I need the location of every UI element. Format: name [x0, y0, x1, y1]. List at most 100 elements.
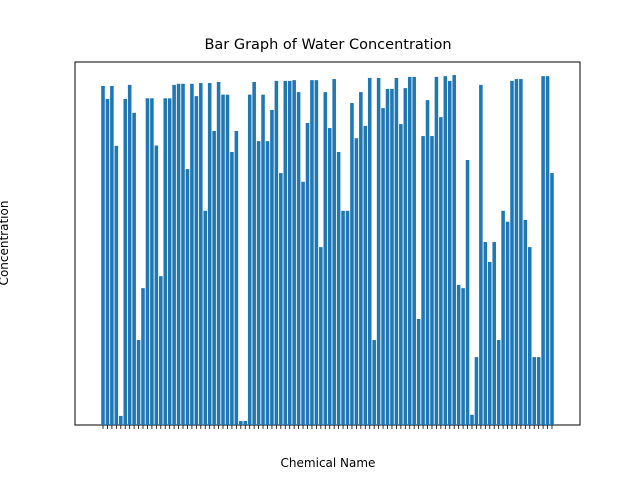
bar: [536, 357, 541, 425]
bar: [265, 141, 270, 425]
bar: [261, 94, 265, 426]
bar: [274, 80, 279, 425]
chart-title: Bar Graph of Water Concentration: [204, 37, 451, 53]
bar: [350, 103, 354, 426]
bar: [127, 84, 132, 425]
bar: [292, 80, 296, 426]
bar: [501, 210, 505, 425]
bar: [305, 122, 310, 425]
bar: [110, 85, 114, 425]
bar: [510, 80, 514, 425]
bar: [141, 288, 145, 425]
bar: [154, 145, 159, 426]
bar: [221, 94, 225, 426]
bar: [394, 77, 399, 426]
bar: [176, 83, 181, 425]
bar: [483, 242, 488, 425]
bar: [336, 152, 341, 426]
bar: [496, 340, 501, 425]
bar: [332, 79, 336, 425]
bar: [363, 125, 368, 425]
bar: [296, 92, 301, 425]
bar: [314, 80, 319, 426]
bar: [345, 210, 350, 425]
bar: [247, 94, 252, 426]
bar: [327, 128, 332, 426]
bar: [354, 138, 359, 426]
bar: [407, 76, 412, 426]
bar: [439, 117, 443, 426]
bar: [287, 80, 292, 425]
bar: [256, 141, 261, 425]
bar: [465, 160, 470, 425]
bar: [159, 276, 163, 425]
bar: [132, 112, 136, 425]
bar: [216, 81, 221, 425]
bar: [203, 210, 208, 425]
bar: [456, 284, 461, 425]
bar: [167, 98, 172, 426]
bar: [234, 130, 239, 425]
bar: [105, 99, 110, 425]
bar: [541, 76, 545, 426]
bar: [470, 414, 474, 425]
bar: [492, 242, 496, 425]
bar: [212, 130, 216, 425]
bar: [207, 83, 212, 425]
bar: [461, 288, 465, 425]
bar: [150, 98, 154, 426]
bar: [532, 357, 536, 425]
y-axis-label: Concentration: [0, 201, 11, 286]
bar: [550, 173, 554, 425]
bar: [367, 77, 372, 426]
bar: [479, 84, 483, 425]
bar: [190, 83, 194, 425]
bar: [341, 210, 345, 425]
bar: [181, 83, 185, 425]
bar: [101, 85, 105, 425]
bar: [194, 96, 199, 425]
bar: [163, 98, 168, 426]
bar: [421, 136, 425, 425]
bar: [185, 169, 190, 425]
bar: [523, 219, 528, 425]
x-axis-label: Chemical Name: [281, 456, 376, 470]
bar: [279, 173, 283, 425]
bar: [527, 247, 532, 425]
bar: [514, 79, 519, 425]
bar: [239, 421, 243, 425]
bar: [114, 145, 119, 425]
bar: [283, 80, 288, 425]
bar: [403, 88, 408, 426]
bar: [390, 88, 394, 425]
bar: [301, 181, 305, 425]
bar: [372, 340, 376, 425]
bar: [123, 99, 128, 425]
bar: [385, 88, 390, 425]
bar: [412, 76, 416, 426]
bar: [310, 80, 314, 426]
bar: [319, 247, 323, 425]
bar: [443, 76, 448, 426]
bar: [434, 76, 439, 426]
bar: [172, 84, 176, 425]
bar: [119, 415, 123, 425]
bar: [323, 92, 328, 425]
bar: [425, 100, 430, 426]
bar: [430, 136, 434, 425]
bar: [225, 94, 230, 426]
bar: [199, 83, 203, 425]
bar: [452, 75, 456, 426]
bar: [381, 108, 385, 425]
bar: [519, 79, 523, 425]
bar: [145, 98, 150, 426]
bar: [243, 421, 248, 425]
bar: [136, 340, 141, 425]
bar: [376, 77, 381, 426]
bar: [270, 109, 274, 425]
bar: [252, 81, 256, 425]
plot-frame: [74, 61, 581, 426]
bar: [416, 319, 421, 425]
